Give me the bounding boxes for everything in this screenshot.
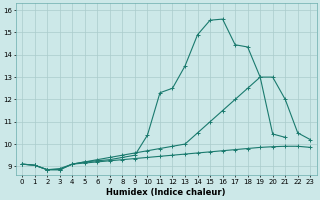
X-axis label: Humidex (Indice chaleur): Humidex (Indice chaleur) bbox=[107, 188, 226, 197]
